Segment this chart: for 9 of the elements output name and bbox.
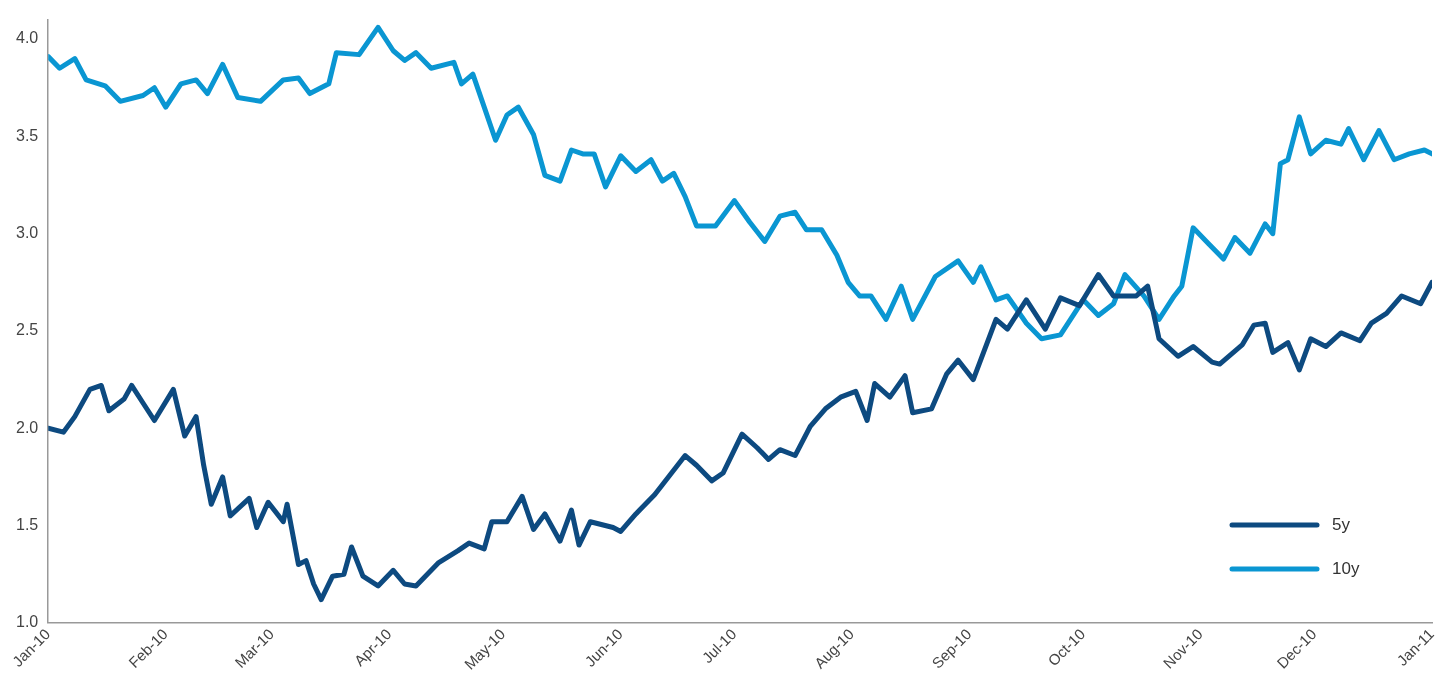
- y-tick-label: 1.5: [15, 516, 39, 533]
- y-tick-label: 1.0: [15, 613, 39, 631]
- legend-label: 5y: [1332, 514, 1351, 534]
- y-tick-label: 2.0: [15, 418, 39, 436]
- y-tick-label: 3.0: [15, 224, 39, 242]
- y-tick-label: 3.5: [15, 126, 39, 144]
- y-tick-label: 2.5: [15, 321, 39, 339]
- y-tick-label: 4.0: [15, 29, 39, 47]
- legend-label: 10y: [1332, 558, 1360, 578]
